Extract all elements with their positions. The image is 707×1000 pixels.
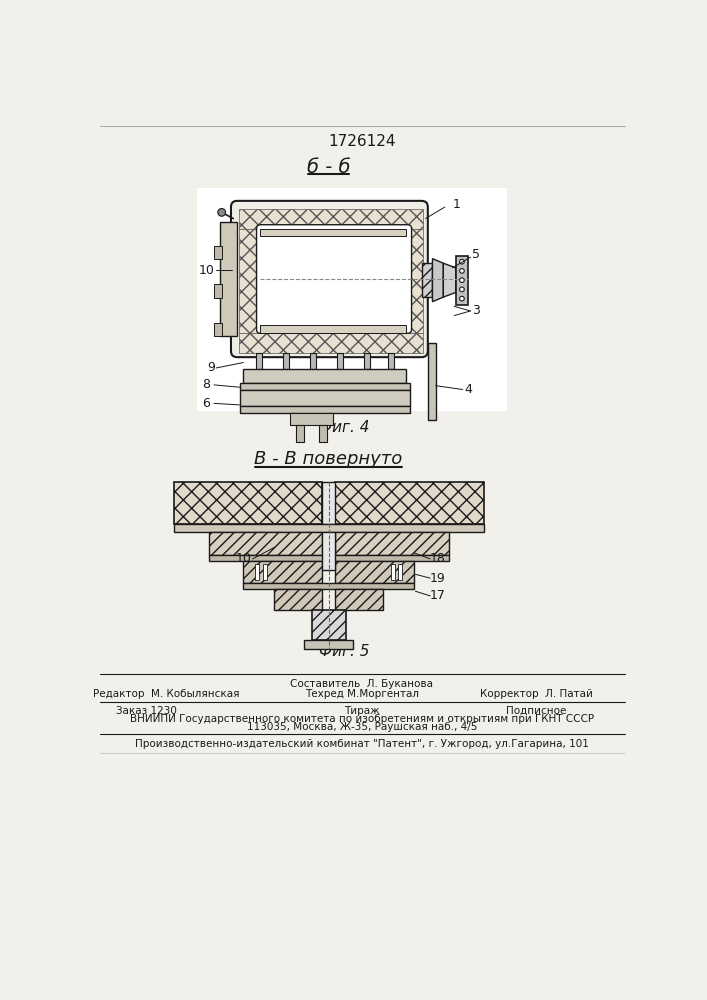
Text: Фиг. 4: Фиг. 4 [319, 420, 369, 436]
Text: 10: 10 [235, 552, 251, 565]
Text: б - б: б - б [307, 158, 351, 177]
Bar [243, 583, 414, 589]
Bar [428, 343, 436, 420]
Polygon shape [335, 482, 484, 524]
Text: Редактор  М. Кобылянская: Редактор М. Кобылянская [93, 689, 239, 699]
Text: Фиг. 5: Фиг. 5 [319, 644, 369, 659]
Bar [220, 222, 237, 336]
Polygon shape [239, 229, 260, 333]
Bar [364, 353, 370, 369]
Polygon shape [243, 561, 322, 583]
Bar [296, 425, 304, 442]
Bar [240, 406, 410, 413]
Text: Подписное: Подписное [506, 706, 566, 716]
Polygon shape [274, 589, 322, 610]
Bar [209, 555, 449, 561]
Bar [214, 323, 222, 336]
Polygon shape [239, 333, 423, 353]
Bar [312, 610, 346, 640]
Text: 1: 1 [452, 198, 460, 211]
Polygon shape [174, 482, 322, 524]
Bar [243, 369, 406, 383]
Polygon shape [239, 209, 423, 229]
Bar [421, 263, 433, 297]
Bar [256, 353, 262, 369]
Bar [214, 246, 222, 259]
Text: 1726124: 1726124 [328, 134, 396, 149]
Bar [263, 564, 267, 580]
Text: Заказ 1230: Заказ 1230 [116, 706, 177, 716]
Text: 17: 17 [429, 589, 445, 602]
Circle shape [460, 269, 464, 273]
Text: Производственно-издательский комбинат "Патент", г. Ужгород, ул.Гагарина, 101: Производственно-издательский комбинат "П… [135, 739, 589, 749]
Circle shape [460, 296, 464, 301]
Bar [283, 353, 289, 369]
Text: 4: 4 [464, 383, 472, 396]
Circle shape [460, 278, 464, 282]
Text: 3: 3 [472, 304, 480, 317]
Circle shape [218, 209, 226, 216]
Text: 113035, Москва, Ж-35, Раушская наб., 4/5: 113035, Москва, Ж-35, Раушская наб., 4/5 [247, 722, 477, 732]
FancyBboxPatch shape [257, 225, 411, 333]
Text: 6: 6 [202, 397, 210, 410]
Text: ВНИИПИ Государственного комитета по изобретениям и открытиям при ГКНТ СССР: ВНИИПИ Государственного комитета по изоб… [130, 714, 594, 724]
Bar [387, 353, 394, 369]
Polygon shape [260, 325, 406, 333]
Polygon shape [209, 532, 322, 555]
Text: В - В повернуто: В - В повернуто [255, 450, 403, 468]
Text: 9: 9 [207, 361, 215, 374]
Bar [290, 413, 332, 425]
Bar [197, 188, 507, 411]
Text: 19: 19 [429, 572, 445, 585]
Bar [174, 524, 484, 532]
Text: 8: 8 [202, 378, 210, 391]
Bar [322, 532, 335, 570]
Bar [391, 564, 395, 580]
Polygon shape [260, 229, 406, 236]
Bar [255, 564, 259, 580]
Polygon shape [335, 561, 414, 583]
Bar [310, 353, 316, 369]
Circle shape [460, 287, 464, 292]
Bar [240, 389, 410, 406]
Bar [240, 383, 410, 389]
Text: Тираж: Тираж [344, 706, 380, 716]
Bar [304, 640, 354, 649]
Polygon shape [443, 263, 456, 297]
Polygon shape [335, 532, 449, 555]
Text: 18: 18 [429, 552, 445, 565]
Text: Корректор  Л. Патай: Корректор Л. Патай [480, 689, 592, 699]
Bar [398, 564, 402, 580]
Polygon shape [433, 259, 443, 302]
Polygon shape [335, 589, 383, 610]
Circle shape [460, 259, 464, 264]
Text: Составитель  Л. Буканова: Составитель Л. Буканова [291, 679, 433, 689]
Text: Техред М.Моргентал: Техред М.Моргентал [305, 689, 419, 699]
Bar [320, 425, 327, 442]
Polygon shape [456, 256, 468, 305]
Bar [337, 353, 344, 369]
Bar [322, 482, 335, 524]
Polygon shape [406, 229, 423, 333]
Bar [214, 284, 222, 298]
FancyBboxPatch shape [231, 201, 428, 357]
Text: 5: 5 [472, 248, 480, 261]
Text: 10: 10 [198, 264, 214, 277]
